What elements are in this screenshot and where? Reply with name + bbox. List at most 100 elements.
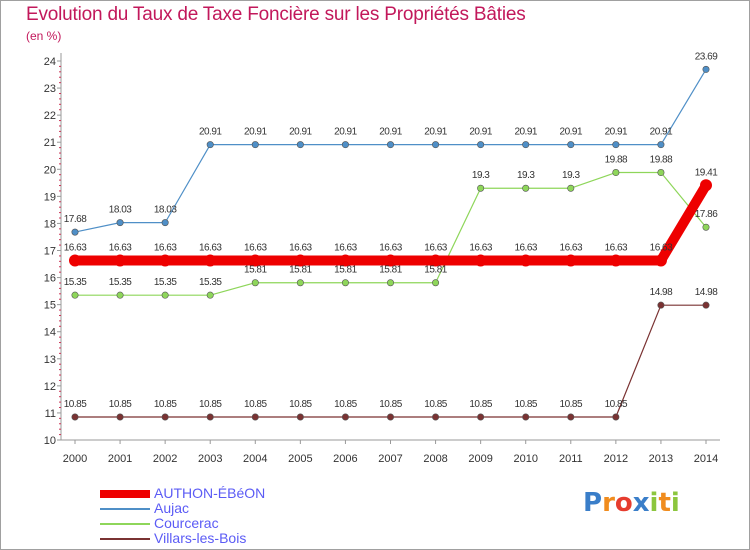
y-tick-label: 24 bbox=[44, 56, 56, 68]
x-tick-label: 2004 bbox=[243, 453, 267, 465]
data-point bbox=[474, 254, 487, 267]
data-label: 14.98 bbox=[650, 287, 673, 298]
data-label: 20.91 bbox=[605, 127, 628, 138]
data-point bbox=[522, 141, 530, 149]
data-point bbox=[519, 254, 532, 267]
data-label: 16.63 bbox=[560, 243, 583, 254]
data-label: 15.81 bbox=[379, 265, 402, 276]
data-point bbox=[296, 279, 304, 287]
data-label: 20.91 bbox=[379, 127, 402, 138]
data-label: 20.91 bbox=[560, 127, 583, 138]
logo-letter: x bbox=[632, 488, 650, 518]
data-label: 18.03 bbox=[109, 205, 132, 216]
data-point bbox=[567, 184, 575, 192]
data-labels: 16.63 16.63 16.63 16.63 16.63 16.63 16.63 16.63… bbox=[64, 51, 719, 410]
data-point bbox=[206, 141, 214, 149]
legend-swatch bbox=[100, 538, 150, 540]
data-label: 10.85 bbox=[424, 399, 447, 410]
data-label: 10.85 bbox=[605, 399, 628, 410]
data-point bbox=[69, 254, 81, 267]
data-label: 15.35 bbox=[64, 277, 87, 288]
data-label: 15.35 bbox=[154, 277, 177, 288]
data-label: 16.63 bbox=[64, 243, 87, 254]
legend-swatch bbox=[100, 508, 150, 510]
data-label: 10.85 bbox=[64, 399, 87, 410]
data-point bbox=[71, 228, 79, 236]
data-point bbox=[206, 413, 214, 421]
data-point bbox=[204, 254, 217, 267]
data-point bbox=[612, 413, 620, 421]
data-point bbox=[341, 413, 349, 421]
y-tick-label: 23 bbox=[44, 83, 56, 95]
data-point bbox=[702, 223, 710, 231]
data-label: 10.85 bbox=[334, 399, 357, 410]
data-point bbox=[657, 301, 665, 309]
data-point bbox=[71, 291, 79, 299]
y-tick-label: 20 bbox=[44, 164, 56, 176]
data-label: 16.63 bbox=[289, 243, 312, 254]
data-point bbox=[161, 291, 169, 299]
x-tick-label: 2007 bbox=[378, 453, 402, 465]
data-point bbox=[567, 141, 575, 149]
data-label: 19.3 bbox=[472, 170, 490, 181]
series-courcerac bbox=[71, 169, 710, 299]
data-label: 16.63 bbox=[379, 243, 402, 254]
data-label: 10.85 bbox=[244, 399, 267, 410]
data-point bbox=[249, 254, 262, 267]
data-label: 14.98 bbox=[695, 287, 718, 298]
data-label: 20.91 bbox=[334, 127, 357, 138]
data-point bbox=[341, 279, 349, 287]
proxiti-logo: Proxiti bbox=[583, 488, 680, 518]
y-tick-label: 19 bbox=[44, 191, 56, 203]
data-label: 10.85 bbox=[154, 399, 177, 410]
data-label: 20.91 bbox=[424, 127, 447, 138]
series-villars-les-bois bbox=[71, 301, 710, 421]
data-point bbox=[477, 141, 485, 149]
data-point bbox=[339, 254, 352, 267]
data-label: 16.63 bbox=[469, 243, 492, 254]
data-point bbox=[386, 279, 394, 287]
data-point bbox=[384, 254, 397, 267]
y-tick-label: 16 bbox=[44, 273, 56, 285]
data-point bbox=[159, 254, 172, 267]
logo-letter: P bbox=[583, 488, 603, 518]
data-label: 20.91 bbox=[244, 127, 267, 138]
legend-label: Courcerac bbox=[154, 515, 219, 531]
data-label: 20.91 bbox=[469, 127, 492, 138]
data-label: 16.63 bbox=[199, 243, 222, 254]
data-label: 10.85 bbox=[560, 399, 583, 410]
data-label: 10.85 bbox=[514, 399, 537, 410]
x-tick-label: 2008 bbox=[423, 453, 447, 465]
data-point bbox=[700, 179, 712, 192]
data-label: 17.86 bbox=[695, 209, 718, 220]
data-label: 15.81 bbox=[334, 265, 357, 276]
data-point bbox=[522, 184, 530, 192]
data-point bbox=[161, 413, 169, 421]
x-tick-label: 2001 bbox=[108, 453, 132, 465]
data-label: 16.63 bbox=[334, 243, 357, 254]
y-tick-label: 13 bbox=[44, 354, 56, 366]
data-point bbox=[116, 291, 124, 299]
series-authon-b-on bbox=[69, 179, 712, 267]
data-label: 16.63 bbox=[424, 243, 447, 254]
legend-swatch bbox=[100, 490, 150, 498]
data-point bbox=[522, 413, 530, 421]
data-point bbox=[161, 219, 169, 227]
data-point bbox=[386, 141, 394, 149]
data-point bbox=[71, 413, 79, 421]
y-tick-label: 11 bbox=[45, 408, 56, 420]
data-label: 16.63 bbox=[605, 243, 628, 254]
data-label: 16.63 bbox=[650, 243, 673, 254]
logo-letter: i bbox=[670, 488, 680, 518]
data-label: 15.35 bbox=[109, 277, 132, 288]
data-label: 16.63 bbox=[514, 243, 537, 254]
data-point bbox=[251, 279, 259, 287]
x-tick-label: 2009 bbox=[468, 453, 492, 465]
data-point bbox=[564, 254, 577, 267]
series-layer bbox=[69, 65, 712, 421]
x-tick-label: 2003 bbox=[198, 453, 222, 465]
data-label: 16.63 bbox=[154, 243, 177, 254]
data-point bbox=[432, 141, 440, 149]
data-label: 10.85 bbox=[109, 399, 132, 410]
